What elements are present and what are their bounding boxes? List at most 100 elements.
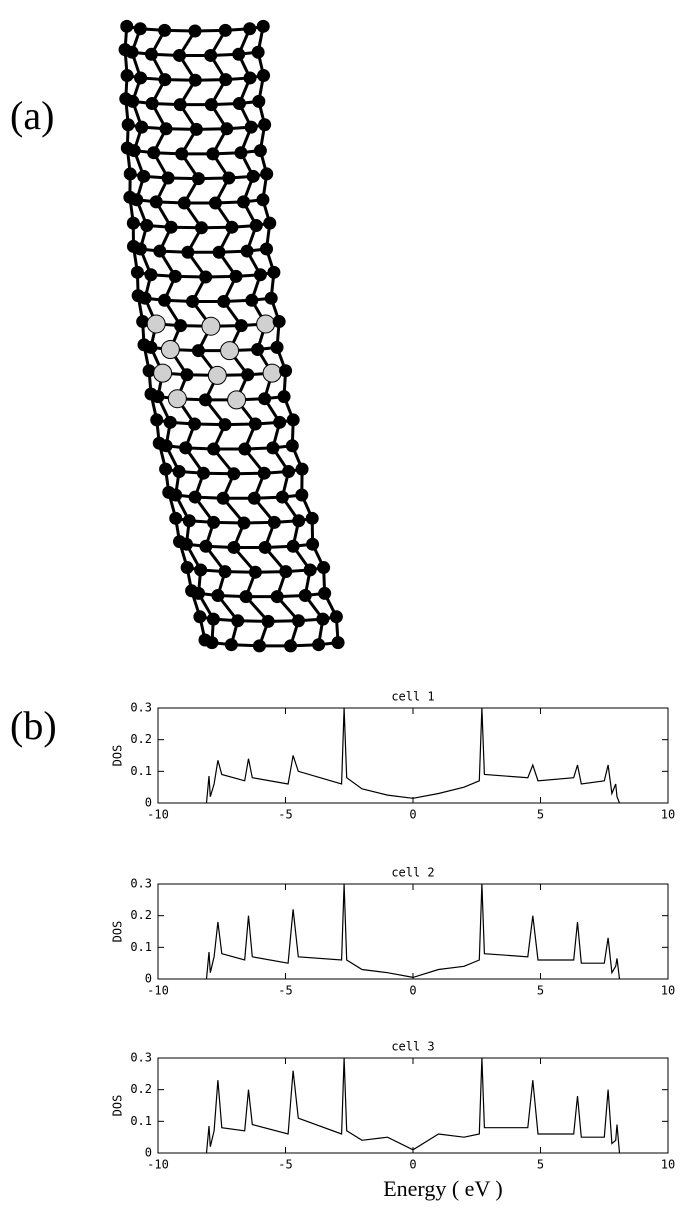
y-tick-label: 0.2	[130, 1082, 152, 1096]
atom	[219, 419, 231, 431]
atom	[189, 25, 201, 37]
atom	[207, 613, 219, 625]
atom	[238, 517, 250, 529]
atom	[233, 48, 245, 60]
atom	[219, 566, 231, 578]
atom	[160, 440, 172, 452]
atom	[221, 123, 233, 135]
atom	[192, 173, 204, 185]
x-tick-label: -5	[278, 984, 292, 998]
atom	[241, 245, 253, 257]
atom	[134, 23, 146, 35]
atom	[232, 615, 244, 627]
atom	[173, 49, 185, 61]
atom	[162, 172, 174, 184]
dos-line	[207, 884, 620, 979]
atom	[164, 416, 176, 428]
atom	[274, 416, 286, 428]
x-tick-label: -10	[147, 1158, 169, 1172]
atom	[147, 315, 165, 333]
atom	[245, 121, 257, 133]
atom	[262, 615, 274, 627]
atom	[242, 369, 254, 381]
atom	[208, 516, 220, 528]
x-tick-label: 0	[409, 808, 416, 822]
atom	[221, 342, 239, 360]
atom	[293, 515, 305, 527]
atom	[160, 123, 172, 135]
atom	[287, 414, 299, 426]
atom	[200, 271, 212, 283]
atom	[235, 147, 247, 159]
atom	[206, 637, 218, 649]
atom	[257, 20, 269, 32]
atom	[249, 418, 261, 430]
atom	[127, 95, 139, 107]
atom	[267, 442, 279, 454]
atom	[253, 640, 265, 652]
atom	[285, 640, 297, 652]
atom	[257, 315, 275, 333]
atom	[145, 269, 157, 281]
atom	[189, 418, 201, 430]
dos-line	[207, 708, 620, 803]
atom	[313, 639, 325, 651]
atom	[189, 74, 201, 86]
atom	[233, 97, 245, 109]
atom	[181, 562, 193, 574]
atom	[154, 364, 172, 382]
x-axis-label: Energy ( eV )	[383, 1176, 503, 1201]
atom	[196, 222, 208, 234]
atom	[296, 489, 308, 501]
atom	[247, 170, 259, 182]
atom	[259, 393, 271, 405]
atom	[264, 217, 276, 229]
atom	[296, 463, 308, 475]
atom	[146, 97, 158, 109]
atom	[124, 168, 136, 180]
atom	[252, 46, 264, 58]
atom	[131, 266, 143, 278]
atom	[145, 48, 157, 60]
x-tick-label: 0	[409, 984, 416, 998]
atom	[165, 221, 177, 233]
atom	[319, 587, 331, 599]
atom	[136, 121, 148, 133]
atom	[180, 442, 192, 454]
atom	[190, 123, 202, 135]
atom	[226, 221, 238, 233]
atom	[283, 466, 295, 478]
atom	[148, 147, 160, 159]
atom	[280, 566, 292, 578]
atom	[152, 391, 164, 403]
atom	[248, 492, 260, 504]
atom	[161, 340, 179, 358]
y-tick-label: 0.1	[130, 940, 152, 954]
atom	[170, 489, 182, 501]
y-axis-label: DOS	[111, 745, 125, 767]
plot-frame	[158, 884, 668, 979]
atom	[139, 292, 151, 304]
atom	[252, 343, 264, 355]
atom	[200, 540, 212, 552]
atom	[332, 637, 344, 649]
atom	[193, 587, 205, 599]
atom	[127, 217, 139, 229]
atom	[207, 148, 219, 160]
atom	[293, 615, 305, 627]
atom	[209, 197, 221, 209]
y-axis-label: DOS	[111, 1095, 125, 1117]
plot-frame	[158, 708, 668, 803]
atom	[280, 365, 292, 377]
atom	[268, 266, 280, 278]
atom	[183, 515, 195, 527]
atom	[159, 74, 171, 86]
atom	[304, 564, 316, 576]
x-tick-label: -10	[147, 808, 169, 822]
atom	[317, 613, 329, 625]
x-tick-label: 5	[537, 808, 544, 822]
atom	[261, 168, 273, 180]
atom	[205, 99, 217, 111]
atom	[194, 611, 206, 623]
x-tick-label: -10	[147, 984, 169, 998]
